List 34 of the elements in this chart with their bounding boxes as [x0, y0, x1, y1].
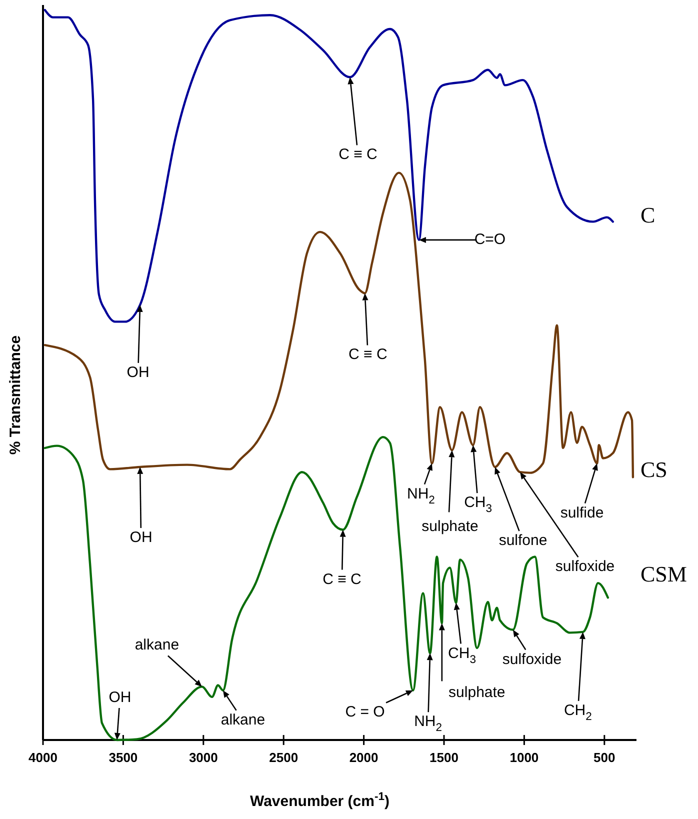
annotation: sulfide — [560, 504, 604, 522]
annotation: NH$_{2}$ — [414, 713, 442, 734]
x-tick-label: 500 — [594, 750, 616, 765]
series-label: C — [640, 202, 656, 228]
annotation: sulfoxide — [555, 558, 615, 576]
series-label: CSM — [640, 562, 687, 587]
annotation: alkane — [134, 636, 180, 654]
annotation: NH$_{2}$ — [407, 485, 435, 506]
x-tick-label: 3000 — [188, 750, 218, 765]
annotation: CH$_{3}$ — [448, 644, 476, 666]
annotation: CH$_{3}$ — [464, 494, 492, 516]
annotation: OH — [130, 528, 152, 546]
annotation: sulfone — [498, 532, 548, 549]
annotation: OH — [108, 688, 132, 706]
annotation: C=O — [474, 230, 506, 248]
x-axis-title: Wavenumber (cm$^{-1}$) — [250, 791, 390, 810]
annotation: sulphate — [422, 518, 478, 536]
series-label: CS — [640, 457, 668, 482]
annotation: C = O — [345, 703, 385, 720]
annotation: alkane — [220, 711, 266, 728]
annotation: C ≡ C — [322, 570, 362, 588]
annotation: C ≡ C — [348, 346, 388, 364]
x-tick-label: 1000 — [510, 750, 539, 765]
x-tick-label: 1500 — [430, 750, 458, 765]
x-tick-label: 2000 — [349, 750, 378, 765]
annotation: C ≡ C — [338, 146, 378, 164]
x-tick-label: 2500 — [269, 750, 298, 765]
annotation: CH$_{2}$ — [564, 702, 592, 723]
x-tick-label: 4000 — [28, 750, 58, 765]
x-tick-label: 3500 — [108, 750, 138, 765]
annotation: sulphate — [448, 684, 506, 702]
annotation: sulfoxide — [502, 650, 562, 668]
annotation: OH — [126, 364, 150, 381]
y-axis-title: % Transmittance — [7, 335, 24, 455]
